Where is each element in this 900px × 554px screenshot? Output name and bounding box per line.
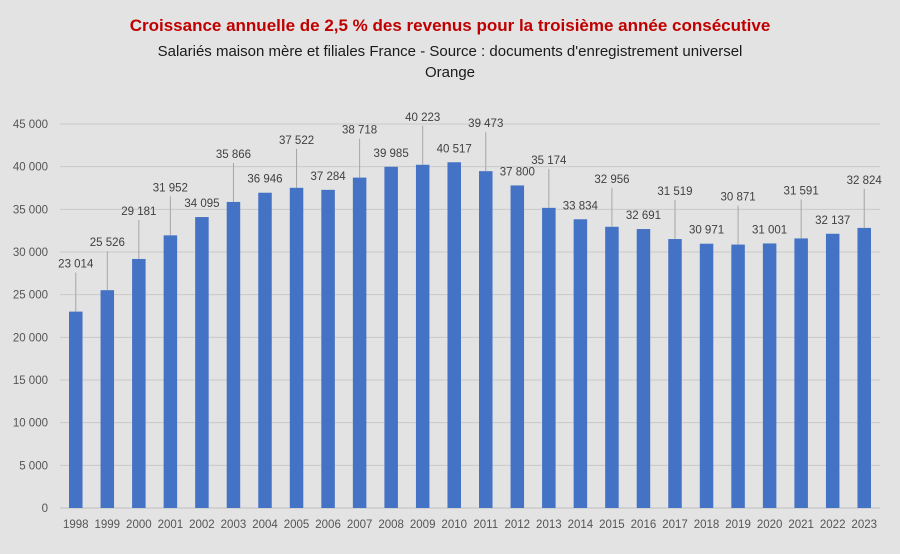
bar — [857, 227, 871, 509]
bar — [289, 187, 304, 509]
data-label: 31 952 — [153, 182, 188, 194]
data-label: 37 284 — [310, 171, 346, 183]
bars — [69, 162, 871, 509]
data-label: 38 718 — [342, 125, 377, 137]
x-tick-label: 2015 — [599, 519, 625, 531]
bar — [479, 171, 493, 508]
x-tick-label: 2004 — [252, 519, 278, 531]
x-tick-label: 2023 — [851, 519, 877, 531]
x-tick-label: 2014 — [568, 519, 594, 531]
x-tick-label: 2000 — [126, 519, 152, 531]
bar — [258, 192, 272, 508]
bar — [731, 244, 745, 509]
y-tick-label: 40 000 — [13, 162, 48, 174]
y-tick-label: 5 000 — [19, 460, 48, 472]
x-tick-label: 2002 — [189, 519, 215, 531]
bar — [384, 166, 398, 508]
bar — [132, 258, 146, 508]
data-label: 39 473 — [468, 118, 503, 130]
data-label: 37 522 — [279, 135, 314, 147]
bar — [510, 185, 525, 508]
x-tick-label: 2020 — [757, 519, 783, 531]
x-tick-label: 2017 — [662, 519, 688, 531]
data-label: 31 591 — [784, 185, 819, 197]
bar — [163, 235, 178, 508]
data-labels: 23 014 25 526 29 181 31 952 34 095 35 866 36 9… — [58, 112, 882, 271]
bar — [447, 162, 461, 508]
x-tick-label: 2009 — [410, 519, 436, 531]
x-tick-label: 2008 — [378, 519, 404, 531]
bar — [69, 311, 83, 508]
x-tick-label: 2013 — [536, 519, 562, 531]
chart-subtitle: Salariés maison mère et filiales France … — [0, 41, 900, 83]
data-label: 36 946 — [247, 174, 282, 186]
x-tick-label: 2021 — [788, 519, 814, 531]
bar — [352, 177, 367, 509]
data-label: 29 181 — [121, 206, 156, 218]
y-tick-label: 45 000 — [13, 119, 48, 131]
data-label: 35 174 — [531, 155, 567, 167]
x-tick-label: 2001 — [158, 519, 184, 531]
x-tick-label: 2012 — [505, 519, 531, 531]
data-label: 32 691 — [626, 210, 661, 222]
bar — [605, 226, 619, 509]
x-tick-label: 2007 — [347, 519, 373, 531]
bar — [573, 219, 588, 508]
chart-subtitle-line-1: Salariés maison mère et filiales France … — [157, 43, 743, 60]
data-label: 40 223 — [405, 112, 440, 124]
x-axis: 1998 1999 2000 2001 2002 2003 2004 2005 2006 2007… — [63, 519, 877, 531]
bar — [762, 243, 777, 508]
data-label: 25 526 — [90, 237, 125, 249]
x-tick-label: 1998 — [63, 519, 89, 531]
y-tick-label: 35 000 — [13, 204, 48, 216]
data-label: 37 800 — [500, 166, 535, 178]
bar — [100, 290, 115, 508]
bar — [794, 238, 808, 508]
y-axis: 0 5 000 10 000 15 000 20 000 25 000 30 000 35 0… — [13, 119, 48, 515]
data-label: 32 137 — [815, 215, 850, 227]
data-label: 32 824 — [847, 175, 883, 187]
data-label: 30 971 — [689, 225, 724, 237]
x-tick-label: 2022 — [820, 519, 846, 531]
data-label: 35 866 — [216, 149, 251, 161]
y-tick-label: 20 000 — [13, 332, 48, 344]
data-label: 40 517 — [437, 143, 472, 155]
y-tick-label: 10 000 — [13, 418, 48, 430]
x-tick-label: 2005 — [284, 519, 310, 531]
x-tick-label: 1999 — [95, 519, 121, 531]
bar — [636, 229, 651, 508]
bar — [195, 217, 209, 508]
chart-title: Croissance annuelle de 2,5 % des revenus… — [129, 16, 771, 35]
bar — [542, 207, 556, 509]
x-tick-label: 2011 — [473, 519, 498, 531]
x-tick-label: 2016 — [631, 519, 657, 531]
data-label: 30 871 — [720, 192, 755, 204]
bar — [226, 201, 241, 508]
label-leader-lines — [75, 125, 865, 312]
data-label: 34 095 — [184, 198, 219, 210]
x-tick-label: 2003 — [221, 519, 247, 531]
x-tick-label: 2019 — [725, 519, 751, 531]
bar — [321, 189, 335, 508]
x-tick-label: 2010 — [441, 519, 467, 531]
x-tick-label: 2018 — [694, 519, 720, 531]
x-tick-label: 2006 — [315, 519, 341, 531]
y-tick-label: 15 000 — [13, 375, 48, 387]
data-label: 32 956 — [594, 174, 629, 186]
bar — [415, 164, 430, 508]
data-label: 33 834 — [563, 200, 599, 212]
y-tick-label: 30 000 — [13, 247, 48, 259]
data-label: 31 001 — [752, 224, 787, 236]
chart-subtitle-line-2: Orange — [424, 64, 476, 81]
bar — [825, 233, 840, 508]
data-label: 23 014 — [58, 259, 94, 271]
y-tick-label: 25 000 — [13, 290, 48, 302]
data-label: 39 985 — [374, 148, 409, 160]
bar — [699, 243, 714, 509]
data-label: 31 519 — [657, 186, 692, 198]
y-tick-label: 0 — [42, 503, 48, 515]
bar — [668, 239, 682, 508]
